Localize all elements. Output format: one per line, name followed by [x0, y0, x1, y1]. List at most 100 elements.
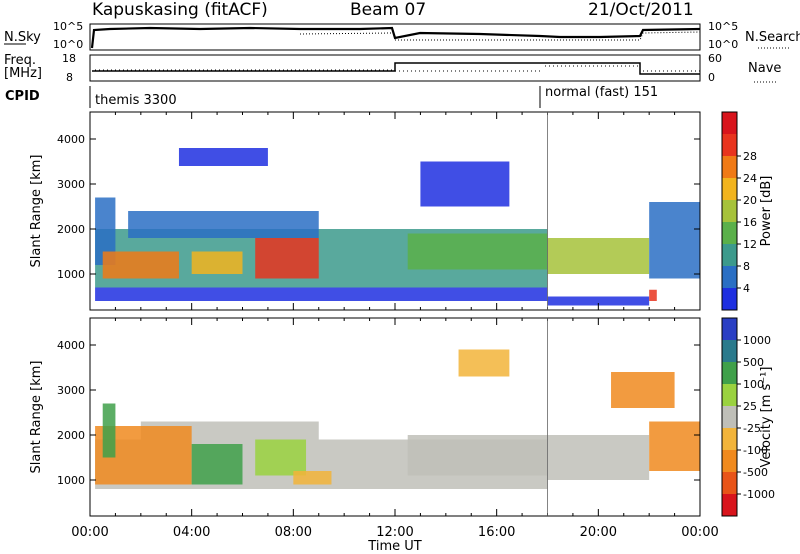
nsky-label: N.Sky: [4, 30, 41, 45]
nsearch-tick-top: 10^5: [708, 20, 738, 33]
velocity-colorbar-segment-0: [722, 318, 737, 341]
cpid-label: CPID: [5, 89, 40, 104]
velocity-region-11: [458, 349, 510, 377]
velocity-colorbar-tick-label-7: -1000: [743, 488, 775, 501]
velocity-colorbar-tick-label-5: -100: [743, 444, 768, 457]
power-heatmap: [95, 148, 700, 306]
power-region-10: [547, 296, 650, 306]
nave-label: Nave: [748, 61, 781, 76]
velocity-ytick-label-3: 4000: [57, 339, 85, 352]
power-colorbar-segment-6: [722, 244, 737, 267]
freq-panel: Freq. [MHz] 18 8 60 0 Nave: [4, 52, 781, 84]
nave-trace: [95, 65, 700, 72]
power-colorbar-segment-2: [722, 156, 737, 179]
time-axis-label: Time UT: [367, 539, 421, 554]
velocity-colorbar-tick-label-3: 25: [743, 400, 757, 413]
power-colorbar-tick-label-1: 8: [743, 260, 750, 273]
nsky-trace: [90, 26, 701, 49]
power-colorbar-tick-label-0: 4: [743, 282, 750, 295]
velocity-region-8: [547, 435, 650, 480]
nsearch-label: N.Search: [745, 30, 800, 45]
freq-tick-top: 18: [62, 52, 76, 65]
velocity-ytick-label-2: 3000: [57, 384, 85, 397]
power-colorbar-segment-7: [722, 266, 737, 289]
velocity-colorbar-segment-6: [722, 450, 737, 473]
time-tick-label-3: 12:00: [376, 525, 413, 540]
velocity-colorbar-tick-label-2: 100: [743, 378, 764, 391]
velocity-ytick-label-0: 1000: [57, 474, 85, 487]
velocity-colorbar-label: Velocity [m s⁻¹]: [759, 367, 774, 468]
power-ytick-label-2: 3000: [57, 178, 85, 191]
power-colorbar-tick-label-4: 20: [743, 194, 757, 207]
velocity-ytick-label-1: 2000: [57, 429, 85, 442]
power-region-13: [178, 148, 268, 166]
power-colorbar-segment-5: [722, 222, 737, 245]
velocity-colorbar-tick-label-0: 1000: [743, 334, 771, 347]
power-ytick-label-1: 2000: [57, 223, 85, 236]
power-region-9: [95, 287, 548, 301]
time-tick-label-1: 04:00: [173, 525, 210, 540]
time-tick-label-5: 20:00: [580, 525, 617, 540]
power-ytick-label-3: 4000: [57, 133, 85, 146]
nave-tick-bottom: 0: [708, 71, 715, 84]
nsky-panel: N.Sky 10^5 10^0 10^5 10^0 N.Search: [4, 20, 800, 51]
time-tick-label-0: 00:00: [71, 525, 108, 540]
time-tick-label-6: 00:00: [681, 525, 718, 540]
power-colorbar-segment-0: [722, 112, 737, 135]
nave-tick-top: 60: [708, 52, 722, 65]
velocity-colorbar-segment-2: [722, 362, 737, 385]
velocity-colorbar-frame: [721, 317, 738, 517]
velocity-colorbar-segment-3: [722, 384, 737, 407]
power-colorbar-segment-8: [722, 288, 737, 311]
power-colorbar-tick-label-3: 16: [743, 216, 757, 229]
velocity-region-10: [611, 372, 675, 408]
power-colorbar-tick-label-5: 24: [743, 172, 757, 185]
velocity-region-7: [407, 435, 548, 476]
date-title: 21/Oct/2011: [588, 0, 694, 20]
velocity-region-3: [102, 403, 116, 458]
freq-tick-bottom: 8: [66, 71, 73, 84]
velocity-region-4: [191, 444, 243, 485]
nsky-tick-bottom: 10^0: [53, 38, 83, 51]
velocity-colorbar-tick-label-6: -500: [743, 466, 768, 479]
freq-unit-label: [MHz]: [4, 66, 42, 81]
time-tick-label-2: 08:00: [275, 525, 312, 540]
power-colorbar-tick-label-2: 12: [743, 238, 757, 251]
power-region-11: [649, 289, 657, 301]
power-colorbar-tick-label-6: 28: [743, 150, 757, 163]
velocity-region-6: [293, 471, 332, 485]
power-region-8: [649, 202, 700, 279]
velocity-colorbar-segment-8: [722, 494, 737, 517]
velocity-colorbar-tick-label-4: -25: [743, 422, 761, 435]
time-tick-label-4: 16:00: [478, 525, 515, 540]
power-region-2: [128, 211, 319, 238]
power-region-1: [95, 197, 116, 265]
power-region-4: [255, 238, 319, 279]
station-title: Kapuskasing (fitACF): [92, 0, 268, 20]
nsky-tick-top: 10^5: [53, 20, 83, 33]
power-colorbar-segment-1: [722, 134, 737, 157]
power-region-12: [420, 161, 510, 207]
power-ytick-label-0: 1000: [57, 268, 85, 281]
power-colorbar-frame: [721, 111, 738, 311]
power-colorbar-label: Power [dB]: [759, 176, 774, 247]
velocity-colorbar-tick-label-1: 500: [743, 356, 764, 369]
power-region-7: [547, 238, 650, 274]
velocity-region-5: [255, 439, 307, 476]
velocity-panel: 1000 2000 3000 4000 Slant Range [km] 1000 50…: [29, 317, 775, 517]
nsearch-tick-bottom: 10^0: [708, 38, 738, 51]
cpid-segment-1: normal (fast) 151: [545, 85, 658, 100]
power-region-6: [407, 233, 548, 270]
velocity-heatmap: [95, 349, 700, 489]
power-region-5: [191, 251, 243, 274]
power-region-3: [102, 251, 179, 279]
beam-title: Beam 07: [350, 0, 426, 20]
velocity-colorbar-segment-1: [722, 340, 737, 363]
power-colorbar-segment-3: [722, 178, 737, 201]
velocity-colorbar-segment-5: [722, 428, 737, 451]
nsearch-trace: [299, 31, 701, 41]
cpid-segment-0: themis 3300: [95, 93, 177, 108]
power-panel: 1000 2000 3000 4000 Slant Range [km] 4 8 12 16…: [29, 111, 774, 311]
power-ylabel: Slant Range [km]: [29, 155, 44, 268]
